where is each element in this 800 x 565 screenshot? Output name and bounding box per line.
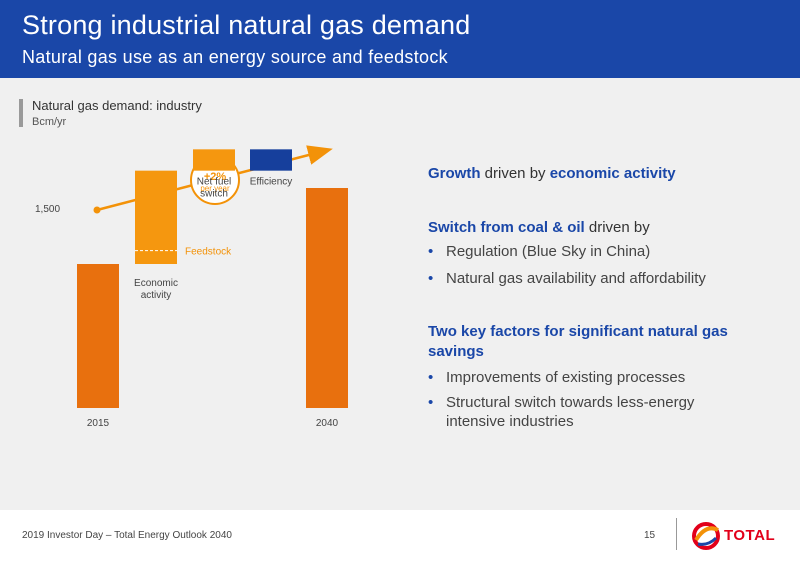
bar-label-y2040: 2040 [316,418,339,429]
chart-title: Natural gas demand: industry [32,98,202,113]
bar-label-efficiency-0: Efficiency [250,177,293,188]
bar-label-y2015: 2015 [87,418,110,429]
factors-bullet-2-cont: intensive industries [446,413,574,430]
switch-line: Switch from coal & oil driven by [428,219,650,236]
page-number: 15 [644,530,656,541]
bar-y2015 [77,264,119,408]
slide-subtitle: Natural gas use as an energy source and … [22,47,448,67]
growth-badge-sub: per year [200,184,230,193]
switch-rest: driven by [584,219,650,236]
bar-y2040 [306,188,348,408]
switch-bullet-1: • Regulation (Blue Sky in China) [428,243,651,260]
footer-separator [676,518,677,550]
slide-title: Strong industrial natural gas demand [22,10,471,40]
bar-economic [135,170,177,264]
growth-bold-2: economic activity [549,165,676,182]
switch-bold: Switch from coal & oil [428,219,585,236]
footer [0,510,800,565]
logo-text: TOTAL [724,527,776,544]
footer-text: 2019 Investor Day – Total Energy Outlook… [22,530,232,541]
bar-label-economic-0: Economic [134,278,178,289]
factors-title-line-2: savings [428,343,484,360]
bar-efficiency [250,149,292,171]
bar-netfuel [193,149,235,171]
factors-title-line-1: Two key factors for significant natural … [428,323,728,340]
feedstock-label: Feedstock [185,247,232,258]
y-tick-label: 1,500 [35,204,60,215]
header-banner: Strong industrial natural gas demand Nat… [0,0,800,78]
growth-bold: Growth [428,165,481,182]
growth-mid: driven by [480,165,550,182]
factors-bullet-2: • Structural switch towards less-energy [428,394,695,411]
growth-badge-value: +2% [204,171,227,183]
chart-title-marker [19,99,23,127]
switch-bullet-2: • Natural gas availability and affordabil… [428,270,706,287]
factors-bullet-1: • Improvements of existing processes [428,369,686,386]
bar-label-economic-1: activity [141,290,172,301]
chart-unit: Bcm/yr [32,116,67,128]
total-logo-icon [692,522,720,550]
growth-line: Growth driven by economic activity [428,165,676,182]
bar-label-netfuel-1: switch [200,189,228,200]
bar-label-netfuel-0: Net fuel [197,177,231,188]
growth-arrow-start-dot [93,206,101,214]
waterfall-chart: +2% per year 1,500 2015 Feedstock Economic… [35,145,348,429]
content-area [0,78,800,510]
